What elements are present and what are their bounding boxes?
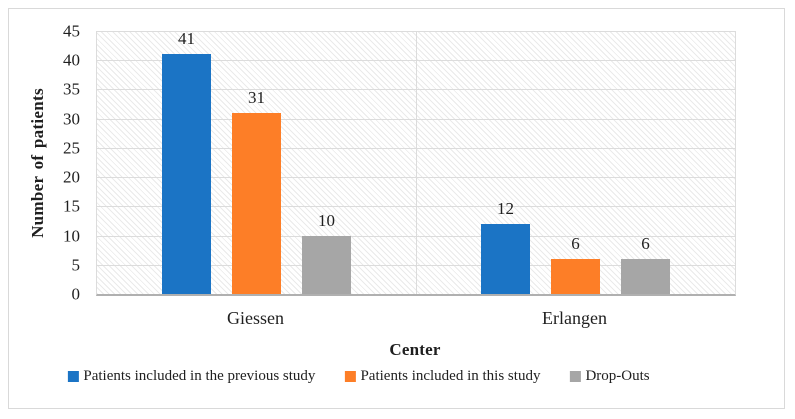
bar-erlangen-series-1: 6 [551, 234, 600, 294]
y-axis-tick-label: 45 [63, 21, 80, 41]
legend: Patients included in the previous study P… [67, 368, 650, 385]
y-axis-tick-label: 0 [71, 284, 81, 304]
bar-giessen-series-0: 41 [162, 29, 211, 294]
y-axis-tick-label: 20 [63, 167, 80, 187]
bar-giessen-series-2: 10 [302, 211, 351, 294]
bar-group-giessen: 41 31 10 [97, 29, 416, 294]
legend-swatch-icon [569, 371, 581, 382]
legend-label: Patients included in this study [360, 368, 541, 384]
legend-swatch-icon [344, 371, 356, 382]
legend-item-2: Drop-Outs [569, 368, 650, 385]
y-axis-tick-label: 40 [63, 50, 80, 70]
figure-frame: Number of patients 0 5 10 15 20 25 30 35 40 45 41… [8, 8, 785, 409]
legend-swatch-icon [67, 371, 79, 382]
y-axis-tick-label: 5 [71, 255, 81, 275]
bar-value-label: 31 [248, 87, 265, 107]
bar-groups: 41 31 10 12 6 6 [97, 29, 735, 294]
legend-item-1: Patients included in this study [344, 368, 540, 385]
bar-erlangen-series-0: 12 [481, 199, 530, 294]
legend-label: Patients included in the previous study [83, 368, 316, 384]
y-axis-tick-label: 35 [63, 79, 80, 99]
category-separator-line [416, 31, 417, 294]
bar-value-label: 6 [571, 233, 580, 253]
x-axis-title: Center [389, 340, 441, 359]
x-category-label-giessen: Giessen [227, 308, 284, 328]
bar-value-label: 12 [497, 198, 514, 218]
y-axis-tick-label: 10 [63, 226, 80, 246]
x-category-labels: Giessen Erlangen [96, 307, 734, 329]
y-axis-ticks: 0 5 10 15 20 25 30 35 40 45 [9, 23, 81, 303]
y-axis-tick-label: 25 [63, 138, 80, 158]
legend-label: Drop-Outs [585, 368, 650, 384]
bar-group-erlangen: 12 6 6 [416, 31, 735, 294]
bar-value-label: 41 [178, 29, 195, 49]
bar-erlangen-series-2: 6 [621, 234, 670, 294]
y-axis-tick-label: 30 [63, 109, 80, 129]
y-axis-tick-label: 15 [63, 196, 80, 216]
bar-giessen-series-1: 31 [232, 88, 281, 294]
legend-item-0: Patients included in the previous study [67, 368, 315, 385]
bar-value-label: 10 [318, 210, 335, 230]
x-category-label-erlangen: Erlangen [542, 308, 607, 328]
plot-area: 41 31 10 12 6 6 [96, 29, 736, 296]
bar-value-label: 6 [641, 233, 650, 253]
